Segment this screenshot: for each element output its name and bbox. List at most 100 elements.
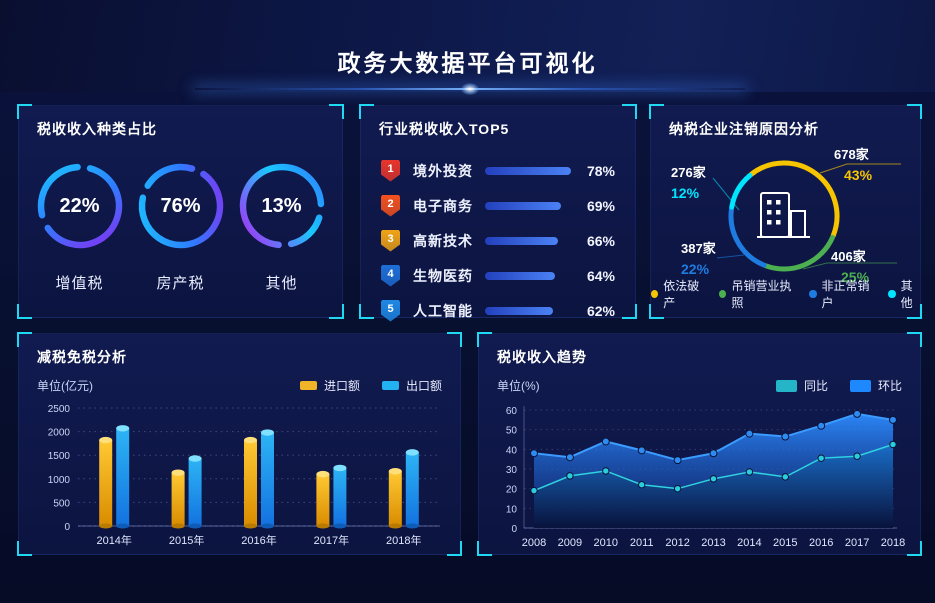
bar-chart-legend: 进口额 出口额	[299, 377, 442, 394]
gauge-ring-icon	[239, 163, 324, 249]
legend-label: 其他	[900, 279, 913, 310]
legend-swatch-icon	[775, 379, 797, 392]
gauge-ring-icon	[138, 163, 223, 249]
corner-bracket	[649, 304, 664, 319]
legend-item[interactable]: 环比	[849, 377, 902, 394]
corner-bracket	[329, 104, 344, 119]
svg-text:2012: 2012	[665, 537, 689, 549]
svg-text:50: 50	[506, 426, 518, 437]
legend-item[interactable]: 吊销营业执照	[719, 277, 796, 311]
corner-bracket	[447, 332, 462, 347]
svg-text:2013: 2013	[701, 537, 725, 549]
corner-bracket	[907, 304, 922, 319]
corner-bracket	[477, 332, 492, 347]
legend-item[interactable]: 同比	[775, 377, 828, 394]
svg-text:2016: 2016	[809, 537, 833, 549]
corner-bracket	[649, 104, 664, 119]
legend-dot-icon	[888, 290, 896, 298]
corner-bracket	[907, 104, 922, 119]
industry-percent: 69%	[586, 197, 615, 214]
industry-percent: 66%	[586, 232, 615, 249]
legend-label: 进口额	[323, 379, 360, 393]
corner-bracket	[907, 332, 922, 347]
legend-swatch-icon	[381, 381, 399, 390]
industry-percent: 64%	[586, 267, 615, 284]
page-title: 政务大数据平台可视化	[337, 50, 598, 76]
callout-percent: 22%	[681, 261, 710, 277]
gauge-label: 增值税	[55, 275, 104, 292]
bar-track	[485, 306, 573, 315]
gauge-label: 其他	[265, 275, 298, 292]
donut-gauge-vat: 22% 增值税	[31, 157, 129, 293]
svg-text:2500: 2500	[48, 404, 71, 415]
svg-text:20: 20	[506, 485, 518, 496]
legend-dot-icon	[809, 290, 817, 298]
donut-chart: 678家 43% 276家 12% 387家 22% 406家 25% 依法破产…	[651, 106, 922, 319]
callout-percent: 43%	[844, 167, 873, 183]
callout-count: 406家	[831, 249, 866, 264]
unit-label: 单位(%)	[497, 379, 540, 393]
bar-fill	[485, 236, 558, 245]
industry-percent: 62%	[586, 302, 615, 319]
legend-item[interactable]: 依法破产	[651, 277, 706, 311]
bar-fill	[485, 306, 554, 315]
legend-label: 同比	[803, 379, 828, 393]
svg-text:40: 40	[506, 445, 518, 456]
corner-bracket	[17, 304, 32, 319]
svg-text:2015: 2015	[773, 537, 797, 549]
svg-text:2010: 2010	[594, 537, 618, 549]
rank-badge-icon: 1	[381, 159, 400, 182]
bar-track	[485, 166, 573, 175]
building-icon	[757, 192, 810, 238]
corner-bracket	[359, 304, 374, 319]
legend-swatch-icon	[849, 379, 871, 392]
industry-label: 电子商务	[413, 197, 473, 214]
top5-row: 1 境外投资 78%	[361, 153, 635, 188]
legend-dot-icon	[651, 290, 659, 298]
industry-label: 境外投资	[413, 162, 473, 179]
industry-label: 人工智能	[413, 302, 473, 319]
svg-text:30: 30	[506, 465, 518, 476]
bar-fill	[485, 271, 556, 280]
corner-bracket	[17, 541, 32, 556]
svg-text:2018年: 2018年	[386, 533, 421, 547]
svg-text:1000: 1000	[48, 475, 71, 486]
svg-text:0: 0	[64, 522, 70, 533]
bar-track	[485, 271, 573, 280]
svg-text:0: 0	[511, 524, 517, 535]
legend-swatch-icon	[299, 381, 317, 390]
corner-bracket	[447, 541, 462, 556]
panel-title: 纳税企业注销原因分析	[669, 121, 819, 137]
legend-label: 吊销营业执照	[731, 279, 792, 310]
callout-bankruptcy: 678家 43%	[834, 144, 872, 183]
legend-item[interactable]: 非正常销户	[809, 277, 875, 311]
industry-percent: 78%	[586, 162, 615, 179]
legend-item[interactable]: 进口额	[299, 377, 360, 394]
svg-text:2018: 2018	[881, 537, 905, 549]
bar-track	[485, 236, 573, 245]
bar-fill	[485, 166, 571, 175]
corner-bracket	[622, 304, 637, 319]
rank-badge-icon: 5	[381, 299, 400, 322]
panel-title: 税收收入趋势	[497, 349, 587, 365]
unit-label: 单位(亿元)	[37, 379, 93, 393]
rank-badge-icon: 3	[381, 229, 400, 252]
top5-row: 3 高新技术 66%	[361, 223, 635, 258]
panel-tax-trend: 税收收入趋势 单位(%) 同比 环比 0 10 20 30 40 50 60 2008 2009…	[477, 332, 922, 556]
panel-title: 行业税收收入TOP5	[379, 121, 510, 137]
bar-fill	[485, 201, 561, 210]
legend-label: 依法破产	[663, 279, 700, 310]
donut-gauge-other: 13% 其他	[233, 157, 331, 293]
callout-abnormal: 387家 22%	[681, 238, 716, 277]
panel-tax-type-share: 税收收入种类占比 22% 增值税 76% 房产税	[17, 104, 344, 319]
svg-text:2016年: 2016年	[241, 533, 276, 547]
legend-item[interactable]: 出口额	[381, 377, 442, 394]
area-chart-legend: 同比 环比	[775, 377, 902, 394]
donut-gauge-group: 22% 增值税 76% 房产税 13% 其他	[19, 139, 342, 293]
area-chart-svg: 0 10 20 30 40 50 60 2008 2009 2010 2011 2012 2013 201…	[506, 406, 905, 549]
legend-item[interactable]: 其他	[888, 277, 922, 311]
callout-count: 678家	[834, 147, 869, 162]
donut-legend: 依法破产 吊销营业执照 非正常销户 其他	[651, 277, 922, 311]
donut-gauge-property-tax: 76% 房产税	[132, 157, 230, 293]
